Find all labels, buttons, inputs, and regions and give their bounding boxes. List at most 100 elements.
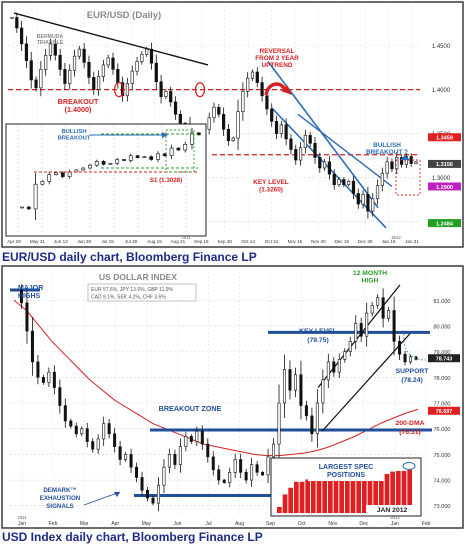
eurusd-breakout-circle [113, 81, 125, 98]
usd-index-year-label: 2011 [17, 515, 27, 520]
eurusd-candle [96, 76, 101, 90]
eurusd-candle [366, 194, 370, 212]
usd-index-candle [189, 436, 193, 442]
usd-index-candle [69, 420, 73, 427]
eurusd-x-tick: Jan 31 [405, 239, 419, 244]
usd-index-candle [348, 341, 352, 352]
eurusd-candle [154, 62, 158, 83]
eurusd-candle [294, 149, 298, 161]
eurusd-candle [217, 106, 221, 115]
usd-index-y-tick: 81.000 [433, 299, 450, 305]
usd-index-200dma-label: 200-DMA (76.31) [395, 420, 424, 436]
usd-index-candle [310, 415, 314, 435]
eurusd-inset-candle [54, 172, 58, 176]
usd-index-candle [129, 454, 133, 468]
eurusd-x-tick: Sep 15 [194, 239, 209, 244]
usd-index-candle [315, 402, 319, 435]
usd-index-spec-title: LARGEST SPEC POSITIONS [319, 464, 373, 479]
usd-index-candle [409, 356, 413, 363]
usd-index-x-tick: Jun [173, 521, 181, 527]
eurusd-candle [260, 82, 264, 97]
usd-index-candle [167, 454, 171, 468]
usd-index-channel-upper [317, 284, 401, 388]
eurusd-candle [371, 198, 375, 212]
usd-index-x-tick: Mar [80, 521, 89, 527]
eurusd-candle [169, 91, 173, 103]
usd-index-title: US DOLLAR INDEX [99, 272, 177, 282]
usd-index-x-tick: May [142, 521, 152, 527]
usd-index-spec-bar [384, 474, 390, 513]
usd-index-candle [381, 297, 385, 319]
usd-index-x-tick: Dec [359, 521, 368, 527]
usd-index-candle [85, 428, 89, 442]
eurusd-inset-candle [81, 167, 86, 171]
eurusd-candle [116, 69, 120, 83]
usd-index-candle [288, 369, 292, 391]
eurusd-y-tick: 1.4000 [432, 88, 451, 94]
eurusd-x-tick: Dec 15 [334, 239, 349, 244]
eurusd-x-tick: May 31 [30, 239, 46, 244]
usd-index-candle [14, 289, 18, 292]
eurusd-candle [63, 69, 67, 84]
eurusd-x-tick: Aug 15 [147, 239, 162, 244]
usd-index-spec-title-bg [308, 461, 384, 481]
usd-index-candle [266, 456, 270, 476]
usd-index-candle [250, 464, 254, 481]
usd-index-caption: USD Index daily chart, Bloomberg Finance… [0, 530, 465, 544]
eurusd-candle [101, 64, 105, 77]
eurusd-inset-candle [169, 147, 174, 157]
eurusd-candle [298, 147, 303, 161]
usd-index-x-tick: Jan [391, 521, 399, 527]
usd-index-candle [74, 425, 78, 435]
eurusd-candle [323, 161, 327, 169]
usd-index-candle [261, 472, 265, 476]
usd-index-annotations: US DOLLAR INDEX EUR 57.6%, JPY 13.6%, GBP… [18, 270, 429, 517]
usd-index-weights-line: CAD 9.1%, SEK 4.2%, CHF 3.6% [91, 295, 166, 301]
usd-index-candle [337, 359, 341, 373]
eurusd-x-tick: Jul 29 [125, 239, 138, 244]
usd-index-price-tag [428, 354, 460, 363]
usd-index-candle [398, 341, 402, 355]
usd-index-candle [19, 289, 23, 304]
eurusd-candle [164, 91, 168, 97]
usd-index-price-tag-label: 78.743 [436, 357, 453, 363]
usd-index-candle [151, 497, 155, 504]
eurusd-year-label: 2012 [391, 235, 401, 240]
eurusd-x-tick: Oct 31 [265, 239, 279, 244]
usd-index-axes: 81.000 80.000 79.000 78.000 77.000 76.000 75.0… [17, 299, 460, 527]
eurusd-candle [207, 117, 211, 130]
eurusd-inset-candle [176, 147, 181, 151]
usd-index-spec-bar [322, 477, 327, 513]
usd-index-spec-bar [367, 472, 373, 513]
eurusd-candle [318, 157, 322, 169]
usd-index-spec-bar [333, 474, 339, 513]
usd-index-y-tick: 74.000 [433, 479, 450, 485]
eurusd-caption: EUR/USD daily chart, Bloomberg Finance L… [0, 250, 465, 264]
eurusd-inset-candle [149, 156, 154, 160]
eurusd-inset-frame [5, 123, 207, 237]
usd-index-major-highs-label: MAJOR HIGHS [18, 285, 43, 300]
eurusd-inset-candle [122, 159, 126, 161]
eurusd-candle [313, 143, 317, 158]
eurusd-candle [265, 95, 269, 110]
eurusd-bermuda-label: BERMUDA TRIANGLE [37, 34, 64, 46]
usd-index-candle [233, 459, 237, 473]
eurusd-y-tick: 1.3000 [432, 176, 451, 182]
eurusd-inset-candle [60, 172, 65, 177]
usd-index-candle [304, 405, 308, 417]
eurusd-candle [145, 48, 149, 55]
usd-index-spec-bar [345, 471, 350, 513]
eurusd-price-tag-label: 1.2484 [436, 221, 454, 227]
usd-index-demark-arrowhead [114, 492, 120, 497]
eurusd-x-tick: Jul 15 [102, 239, 115, 244]
eurusd-inset-candle [20, 206, 24, 209]
eurusd-candle [77, 48, 81, 57]
eurusd-price-tag [428, 182, 461, 191]
usd-index-y-tick: 78.000 [433, 376, 450, 382]
usd-index-candle [354, 323, 358, 342]
usd-index-candle [162, 466, 166, 486]
usd-index-candle [206, 443, 210, 458]
usd-index-candle [156, 484, 160, 504]
eurusd-x-tick: Jun 13 [54, 239, 68, 244]
